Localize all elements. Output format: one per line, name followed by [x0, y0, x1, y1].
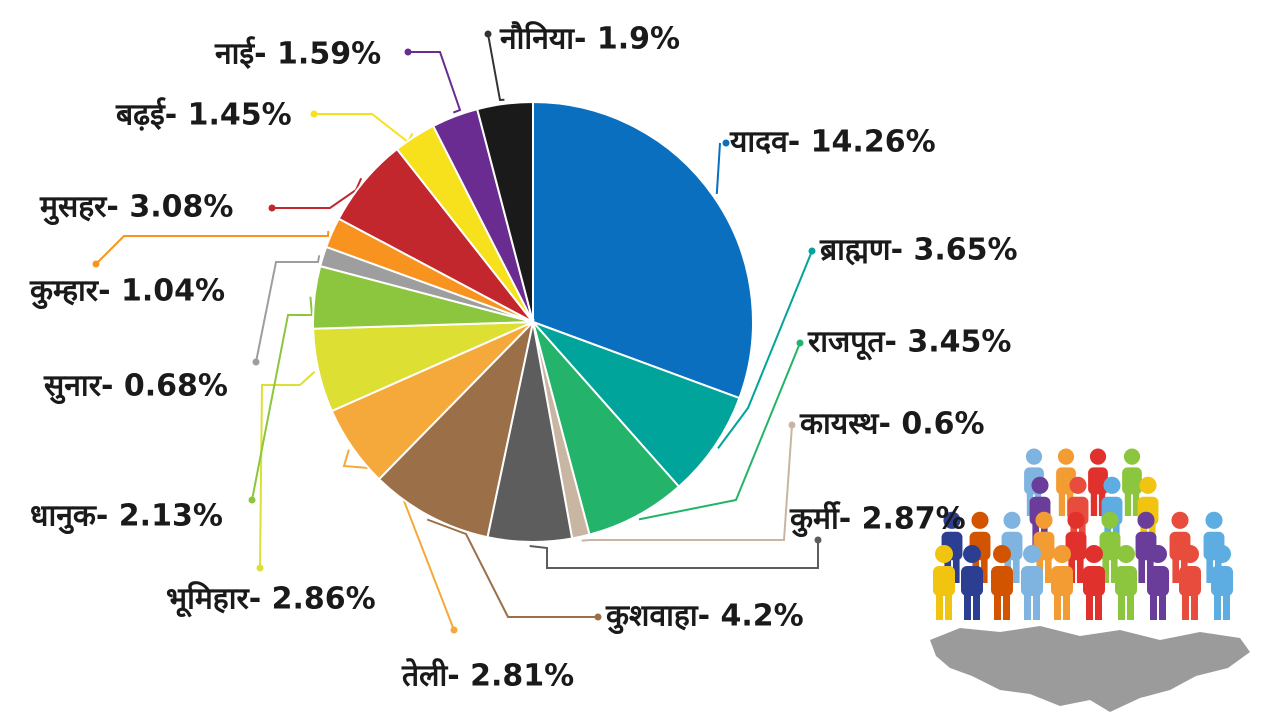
leader-dot-नौनिया — [484, 30, 492, 38]
leader-line-धानुक — [251, 296, 314, 501]
leader-lines — [92, 30, 822, 634]
person-figure — [1147, 545, 1169, 620]
map-silhouette — [930, 626, 1250, 712]
leader-line-भूमिहार — [259, 370, 316, 569]
leader-line-कुम्हार — [95, 230, 330, 265]
crowd-of-people-on-map-icon — [930, 448, 1250, 712]
slice-label-यादव: यादव- 14.26% — [729, 125, 936, 160]
leader-line-ब्राह्मण — [717, 250, 813, 449]
slice-label-मुसहर: मुसहर- 3.08% — [39, 190, 233, 226]
person-figure — [1083, 545, 1105, 620]
slice-label-नाई: नाई- 1.59% — [214, 36, 381, 72]
person-figure — [1051, 545, 1073, 620]
leader-dot-भूमिहार — [256, 564, 264, 572]
leader-dot-कायस्थ — [788, 421, 796, 429]
slice-label-राजपूत: राजपूत- 3.45% — [807, 325, 1011, 361]
slice-label-ब्राह्मण: ब्राह्मण- 3.65% — [819, 233, 1018, 268]
leader-dot-कुर्मी — [814, 536, 822, 544]
leader-dot-यादव — [722, 139, 730, 147]
slice-label-धानुक: धानुक- 2.13% — [30, 499, 223, 535]
slice-label-कुर्मी: कुर्मी- 2.87% — [789, 501, 966, 538]
leader-dot-मुसहर — [268, 204, 276, 212]
person-figure — [991, 545, 1013, 620]
leader-dot-धानुक — [248, 496, 256, 504]
leader-line-नौनिया — [487, 33, 505, 102]
person-figure — [1021, 545, 1043, 620]
pie-slice-कुशवाहा — [377, 318, 535, 539]
pie-slice-नौनिया — [475, 100, 534, 323]
slice-label-नौनिया: नौनिया- 1.9% — [499, 21, 680, 57]
slice-label-तेली: तेली- 2.81% — [401, 658, 574, 694]
slice-label-सुनार: सुनार- 0.68% — [43, 369, 228, 405]
pie-slice-यादव — [532, 100, 754, 400]
slice-label-बढ़ई: बढ़ई- 1.45% — [115, 97, 292, 133]
person-figure — [1179, 545, 1201, 620]
leader-line-मुसहर — [272, 177, 363, 209]
leader-line-कायस्थ — [581, 424, 793, 542]
leader-dot-कुम्हार — [92, 260, 100, 268]
pie-slice-राजपूत — [532, 321, 681, 536]
person-figure — [961, 545, 983, 620]
leader-dot-नाई — [404, 48, 412, 56]
person-figure — [1115, 545, 1137, 620]
leader-line-सुनार — [255, 255, 321, 363]
leader-line-कुशवाहा — [426, 518, 598, 618]
leader-line-राजपूत — [638, 342, 801, 521]
leader-dot-ब्राह्मण — [808, 247, 816, 255]
person-figure — [1099, 511, 1121, 583]
slice-labels: यादव- 14.26% ब्राह्मण- 3.65% राजपूत- 3.45%… — [29, 21, 1018, 694]
leader-dot-सुनार — [252, 358, 260, 366]
pie-slices — [312, 100, 754, 543]
leader-line-नाई — [408, 51, 462, 114]
leader-dot-राजपूत — [796, 339, 804, 347]
person-figure — [933, 545, 955, 620]
leader-line-यादव — [715, 142, 721, 194]
slice-label-कुम्हार: कुम्हार- 1.04% — [29, 274, 225, 310]
pie-slice-ब्राह्मण — [532, 321, 741, 489]
leader-line-बढ़ई — [314, 113, 414, 144]
person-figure — [1122, 448, 1142, 516]
slice-label-भूमिहार: भूमिहार- 2.86% — [166, 581, 376, 618]
leader-dot-बढ़ई — [310, 110, 318, 118]
slice-label-कुशवाहा: कुशवाहा- 4.2% — [605, 599, 804, 635]
leader-dot-तेली — [450, 626, 458, 634]
leader-dot-कुशवाहा — [594, 613, 602, 621]
slice-label-कायस्थ: कायस्थ- 0.6% — [799, 407, 985, 442]
leader-line-कुर्मी — [529, 540, 819, 569]
person-figure — [1211, 545, 1233, 620]
